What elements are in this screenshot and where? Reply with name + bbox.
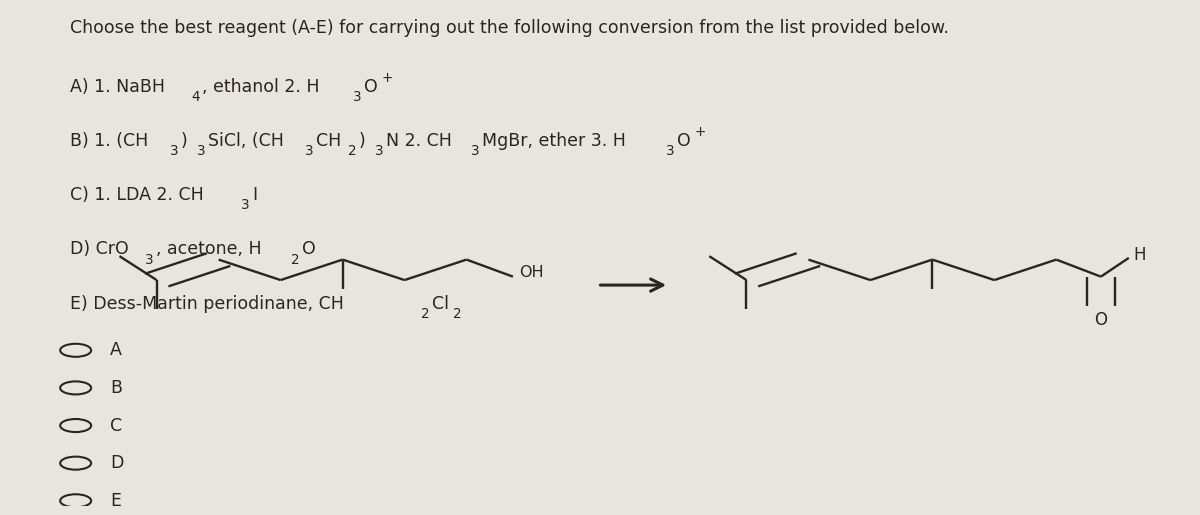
Text: D: D <box>110 454 124 472</box>
Text: 3: 3 <box>241 198 250 212</box>
Text: O: O <box>677 132 691 150</box>
Text: D) CrO: D) CrO <box>70 241 128 259</box>
Text: B: B <box>110 379 122 397</box>
Text: C) 1. LDA 2. CH: C) 1. LDA 2. CH <box>70 186 204 204</box>
Text: E: E <box>110 492 121 510</box>
Text: SiCl, (CH: SiCl, (CH <box>208 132 283 150</box>
Text: ): ) <box>181 132 193 150</box>
Text: +: + <box>695 125 706 139</box>
Text: 3: 3 <box>666 144 674 158</box>
Text: I: I <box>252 186 257 204</box>
Text: 3: 3 <box>353 90 361 104</box>
Text: ): ) <box>360 132 372 150</box>
Text: MgBr, ether 3. H: MgBr, ether 3. H <box>481 132 625 150</box>
Text: O: O <box>1094 311 1108 329</box>
Text: OH: OH <box>518 265 544 280</box>
Text: 3: 3 <box>197 144 205 158</box>
Text: N 2. CH: N 2. CH <box>386 132 452 150</box>
Text: , acetone, H: , acetone, H <box>156 241 262 259</box>
Text: 3: 3 <box>470 144 479 158</box>
Text: A) 1. NaBH: A) 1. NaBH <box>70 78 164 96</box>
Text: O: O <box>302 241 316 259</box>
Text: CH: CH <box>316 132 341 150</box>
Text: , ethanol 2. H: , ethanol 2. H <box>203 78 320 96</box>
Text: H: H <box>1134 246 1146 264</box>
Text: Cl: Cl <box>432 295 449 313</box>
Text: 2: 2 <box>292 252 300 266</box>
Text: 3: 3 <box>145 252 154 266</box>
Text: C: C <box>110 417 122 435</box>
Text: 3: 3 <box>305 144 313 158</box>
Text: 3: 3 <box>376 144 384 158</box>
Text: E) Dess-Martin periodinane, CH: E) Dess-Martin periodinane, CH <box>70 295 343 313</box>
Text: O: O <box>364 78 378 96</box>
Text: A: A <box>110 341 122 359</box>
Text: 4: 4 <box>192 90 200 104</box>
Text: 2: 2 <box>454 307 462 321</box>
Text: B) 1. (CH: B) 1. (CH <box>70 132 148 150</box>
Text: 2: 2 <box>348 144 356 158</box>
Text: 2: 2 <box>420 307 430 321</box>
Text: +: + <box>382 71 392 85</box>
Text: 3: 3 <box>170 144 179 158</box>
Text: Choose the best reagent (A-E) for carrying out the following conversion from the: Choose the best reagent (A-E) for carryi… <box>70 19 949 37</box>
